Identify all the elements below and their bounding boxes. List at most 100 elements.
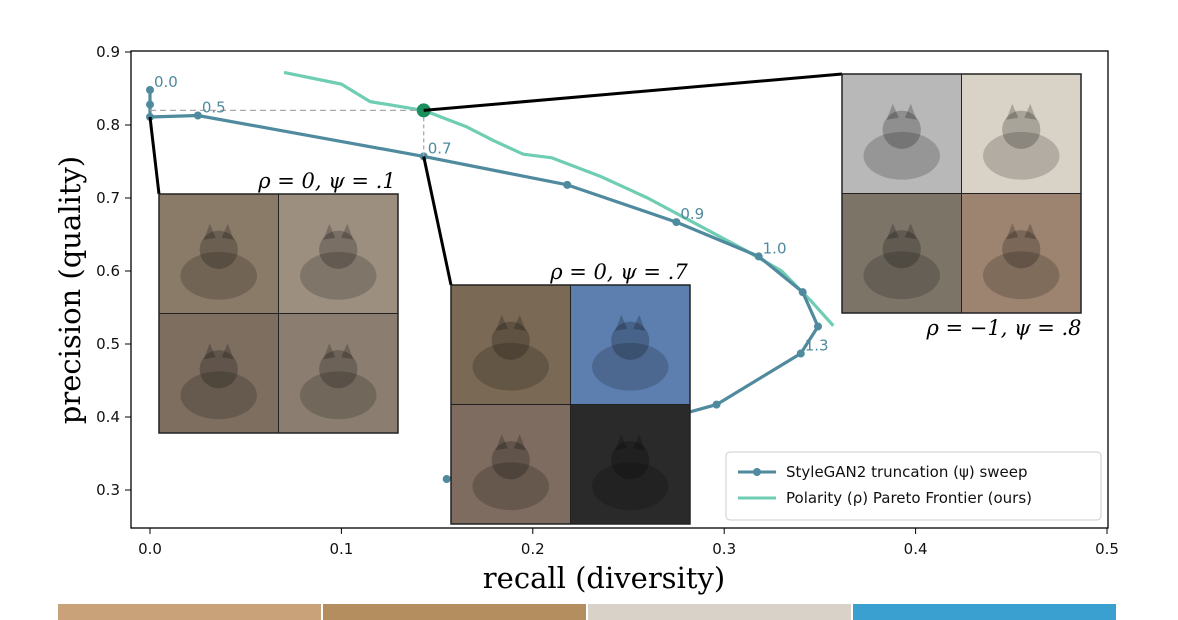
inset-cat-ear [904,103,917,120]
y-tick-label: 0.6 [96,262,120,280]
inset-cat-body [983,131,1060,180]
inset-image-tile [961,74,1081,194]
data-point-stylegan [146,100,154,109]
point-label: 1.3 [805,336,829,354]
inset-cat-ear [1024,103,1037,120]
y-tick-label: 0.4 [96,408,120,426]
inset-caption: ρ = −1, ψ = .8 [925,316,1081,340]
inset-image-tile [159,313,279,433]
inset-connector [148,116,161,195]
axis-ticks: 0.0 0.1 0.2 0.3 0.4 0.5 0.3 0.4 0.5 0.6 0.7 0.8 0.9 [96,43,1119,558]
inset-cat-ear [221,343,234,360]
legend-label-stylegan: StyleGAN2 truncation (ψ) sweep [786,463,1028,481]
inset-cat-ear [323,223,336,240]
inset-cat-ear [633,434,646,451]
inset-cat-ear [1006,223,1019,240]
point-label: 0.9 [680,205,704,223]
inset-cat-ear [341,343,354,360]
inset-image-tile [451,404,571,524]
inset-cat-body [180,371,257,420]
inset-cat-ear [221,223,234,240]
legend-label-polarity: Polarity (ρ) Pareto Frontier (ours) [786,489,1032,507]
data-point-stylegan [672,218,681,227]
inset-connector [422,156,453,286]
inset-cat-body [300,251,377,300]
inset-cat-ear [203,223,216,240]
y-axis-title: precision (quality) [53,156,87,424]
inset-cat-ear [886,223,899,240]
inset-image-tile [842,74,962,194]
y-tick-label: 0.8 [96,116,120,134]
inset-cat-ear [323,343,336,360]
inset-caption: ρ = 0, ψ = .1 [257,169,395,193]
y-tick-label: 0.5 [96,335,120,353]
inset-cat-ear [495,314,508,331]
strip-tile [853,604,1116,620]
inset-cat-ear [341,223,354,240]
inset-cat-head [199,230,238,269]
inset-cat-head [319,350,358,389]
x-tick-label: 0.5 [1095,540,1119,558]
x-tick-label: 0.1 [329,540,353,558]
inset-cat-head [882,110,921,149]
inset-cat-ear [1006,103,1019,120]
legend-box [725,451,1102,521]
x-tick-label: 0.0 [138,540,162,558]
legend: StyleGAN2 truncation (ψ) sweep Polarity … [725,451,1102,521]
x-axis-title: recall (diversity) [483,561,725,595]
point-label: 0.5 [202,99,226,117]
inset-cat-ear [904,223,917,240]
inset-cat-head [882,230,921,269]
inset-cat-head [491,321,530,360]
point-label: 0.0 [154,73,178,91]
inset-image-tile [570,285,690,405]
inset-cat-body [863,131,940,180]
data-point-stylegan [712,400,721,409]
inset-cat-ear [1024,223,1037,240]
inset-image-tile [570,404,690,524]
data-point-stylegan [563,180,572,189]
plot-frame [130,50,1109,529]
inset-cat-ear [615,434,628,451]
inset-cat-body [863,251,940,300]
inset-image-tile [159,194,279,314]
inset-cat-body [300,371,377,420]
data-point-stylegan [796,349,805,358]
strip-tile [58,604,321,620]
inset-image-tile [842,193,962,313]
strip-tile [323,604,586,620]
inset-cat-body [592,342,669,391]
inset-cat-ear [513,314,526,331]
inset-cat-body [180,251,257,300]
legend-marker-stylegan [753,468,761,476]
data-point-stylegan [442,475,451,484]
point-label: 1.0 [763,239,787,257]
y-tick-label: 0.9 [96,43,120,61]
inset-cat-body [592,462,669,511]
y-tick-label: 0.3 [96,481,120,499]
image-insets: ρ = 0, ψ = .1 ρ = 0, ψ = .7 ρ = −1, ψ = .8 [148,72,1082,525]
x-tick-label: 0.4 [904,540,928,558]
inset-cat-head [319,230,358,269]
inset-cat-head [491,441,530,480]
inset-image-tile [451,285,571,405]
inset-cat-ear [495,434,508,451]
inset-cat-head [611,321,650,360]
data-point-stylegan [193,111,202,120]
x-tick-label: 0.2 [521,540,545,558]
point-labels: 0.0 0.5 0.7 0.9 1.0 1.3 [154,73,829,355]
x-tick-label: 0.3 [712,540,736,558]
inset-connector [423,72,843,112]
inset-cat-ear [513,434,526,451]
inset-image-tile [961,193,1081,313]
inset-cat-ear [633,314,646,331]
inset-cat-body [983,251,1060,300]
inset-image-tile [278,194,398,314]
inset-cat-head [1002,230,1041,269]
inset-cat-ear [886,103,899,120]
point-label: 0.7 [428,139,452,157]
y-tick-label: 0.7 [96,189,120,207]
inset-cat-body [472,342,549,391]
inset-cat-head [1002,110,1041,149]
bottom-image-strip [58,604,1116,620]
